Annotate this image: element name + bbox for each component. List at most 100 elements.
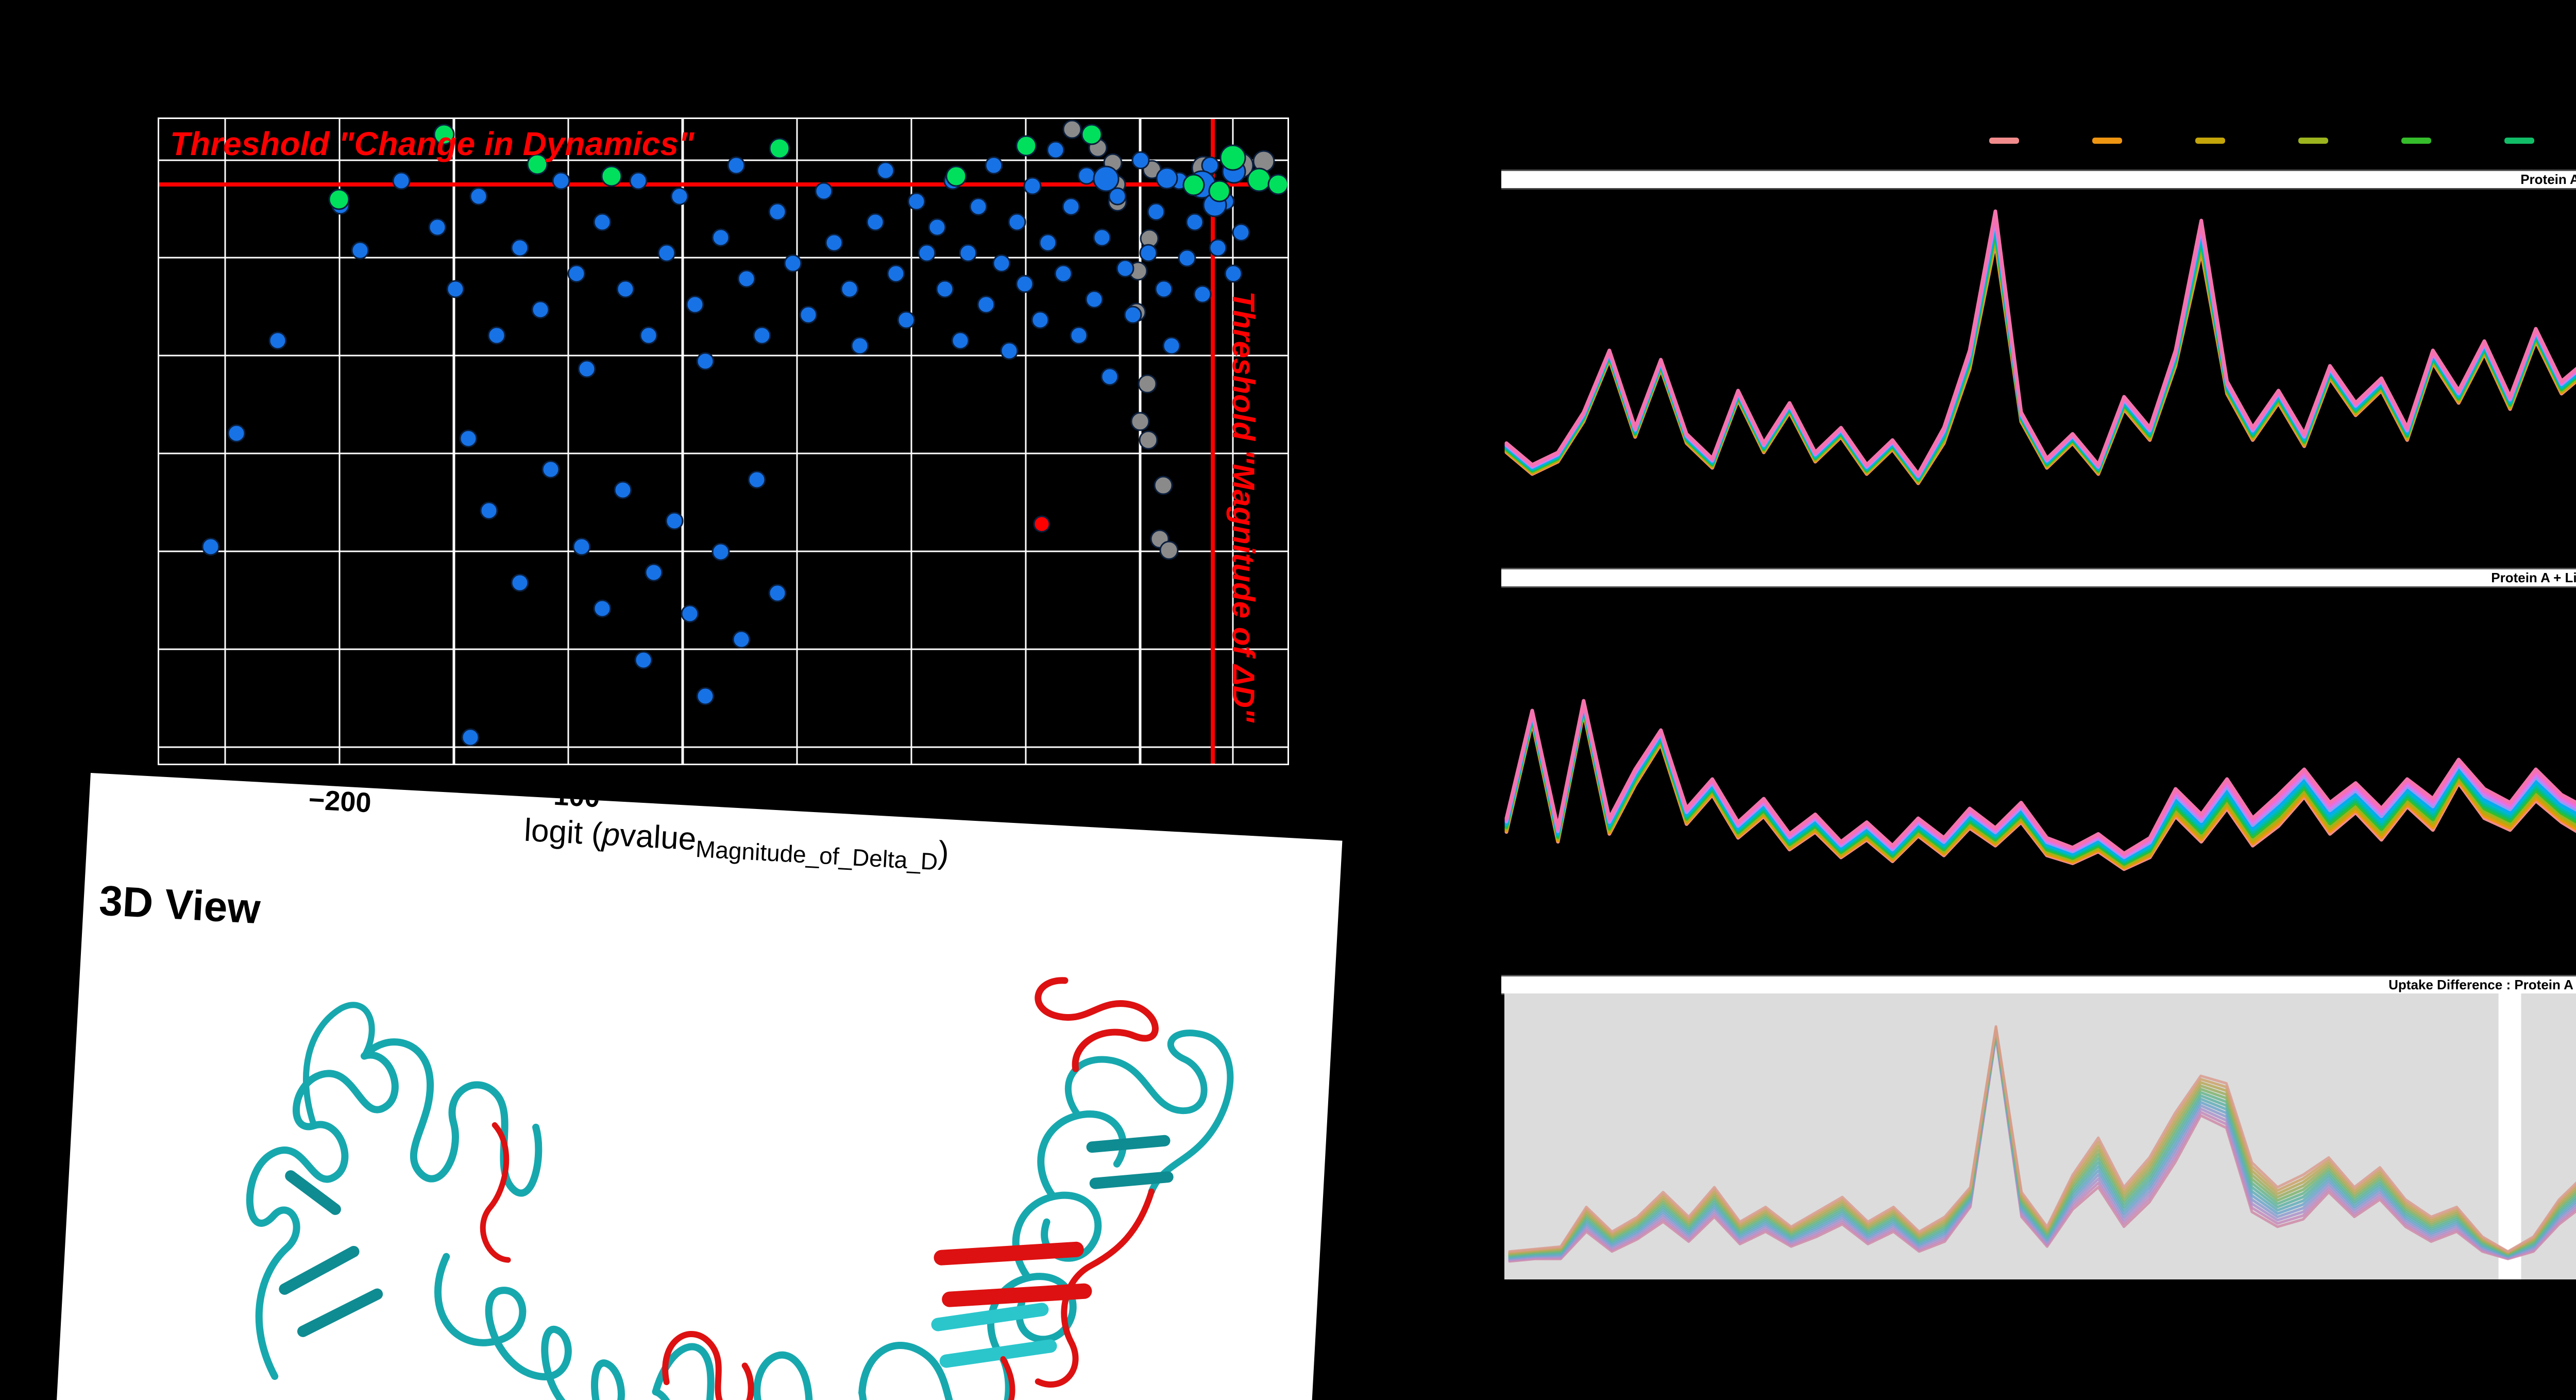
scatter-point-blue[interactable] bbox=[1054, 264, 1073, 283]
scatter-point-blue[interactable] bbox=[936, 280, 954, 298]
scatter-point-gray[interactable] bbox=[1138, 374, 1157, 394]
scatter-point-blue[interactable] bbox=[1093, 228, 1111, 247]
scatter-point-blue[interactable] bbox=[686, 295, 704, 314]
protein-structure-3d[interactable] bbox=[52, 773, 1342, 1400]
scatter-point-blue[interactable] bbox=[616, 280, 635, 298]
scatter-point-blue[interactable] bbox=[446, 280, 465, 298]
scatter-point-green[interactable] bbox=[1247, 167, 1272, 192]
scatter-point-blue[interactable] bbox=[732, 630, 751, 649]
scatter-point-blue[interactable] bbox=[1100, 367, 1119, 386]
scatter-point-blue[interactable] bbox=[1131, 151, 1150, 170]
scatter-point-blue[interactable] bbox=[665, 512, 684, 530]
scatter-point-blue[interactable] bbox=[1185, 213, 1204, 231]
scatter-point-blue[interactable] bbox=[1039, 233, 1057, 252]
scatter-point-blue[interactable] bbox=[753, 326, 771, 345]
scatter-point-blue[interactable] bbox=[1046, 141, 1065, 159]
scatter-point-blue[interactable] bbox=[887, 264, 905, 283]
scatter-point-green[interactable] bbox=[1267, 174, 1287, 195]
scatter-point-blue[interactable] bbox=[696, 687, 715, 705]
scatter-point-green[interactable] bbox=[1182, 174, 1205, 196]
scatter-point-blue[interactable] bbox=[201, 537, 220, 556]
scatter-point-green[interactable] bbox=[1015, 135, 1037, 157]
scatter-point-blue[interactable] bbox=[768, 203, 787, 221]
scatter-point-blue[interactable] bbox=[634, 651, 653, 669]
scatter-point-blue[interactable] bbox=[461, 728, 480, 747]
scatter-point-gray[interactable] bbox=[1159, 541, 1179, 560]
scatter-point-blue[interactable] bbox=[1116, 259, 1134, 278]
scatter-point-blue[interactable] bbox=[711, 543, 730, 561]
scatter-point-blue[interactable] bbox=[593, 213, 612, 231]
scatter-point-blue[interactable] bbox=[351, 241, 369, 260]
scatter-point-blue[interactable] bbox=[1232, 223, 1250, 242]
scatter-point-blue[interactable] bbox=[969, 197, 988, 216]
scatter-point-blue[interactable] bbox=[1155, 280, 1173, 298]
scatter-point-gray[interactable] bbox=[1139, 430, 1158, 450]
scatter-point-blue[interactable] bbox=[876, 161, 895, 180]
scatter-point-red_highlight[interactable] bbox=[1033, 515, 1050, 533]
scatter-point-blue[interactable] bbox=[1224, 264, 1243, 283]
scatter-point-blue[interactable] bbox=[799, 306, 818, 324]
scatter-point-blue[interactable] bbox=[531, 300, 550, 319]
scatter-point-blue[interactable] bbox=[737, 269, 756, 288]
scatter-point-blue[interactable] bbox=[851, 336, 869, 355]
scatter-point-green[interactable] bbox=[527, 154, 548, 175]
scatter-point-blue[interactable] bbox=[748, 470, 766, 489]
scatter-point-blue[interactable] bbox=[657, 244, 676, 262]
scatter-point-blue[interactable] bbox=[866, 213, 885, 231]
scatter-point-blue[interactable] bbox=[541, 460, 560, 479]
scatter-point-gray[interactable] bbox=[1062, 120, 1082, 139]
scatter-point-green[interactable] bbox=[1219, 144, 1246, 171]
scatter-point-blue[interactable] bbox=[1124, 306, 1142, 324]
scatter-point-blue[interactable] bbox=[1156, 167, 1178, 190]
scatter-point-blue[interactable] bbox=[696, 352, 715, 370]
scatter-point-blue[interactable] bbox=[572, 537, 591, 556]
volcano-plot[interactable] bbox=[159, 119, 1287, 764]
scatter-point-green[interactable] bbox=[328, 189, 350, 210]
scatter-point-blue[interactable] bbox=[918, 244, 936, 262]
scatter-point-blue[interactable] bbox=[1023, 177, 1042, 195]
scatter-point-blue[interactable] bbox=[469, 187, 488, 206]
scatter-point-blue[interactable] bbox=[1139, 244, 1158, 262]
scatter-point-green[interactable] bbox=[1208, 180, 1231, 203]
scatter-point-blue[interactable] bbox=[1085, 290, 1104, 309]
scatter-point-blue[interactable] bbox=[511, 574, 529, 592]
scatter-point-blue[interactable] bbox=[711, 228, 730, 247]
scatter-point-blue[interactable] bbox=[815, 182, 833, 200]
scatter-point-blue[interactable] bbox=[727, 156, 745, 175]
scatter-point-blue[interactable] bbox=[1077, 166, 1096, 185]
scatter-point-blue[interactable] bbox=[392, 172, 411, 190]
scatter-point-blue[interactable] bbox=[1031, 311, 1049, 329]
scatter-point-blue[interactable] bbox=[459, 429, 478, 448]
scatter-point-blue[interactable] bbox=[511, 239, 529, 257]
scatter-point-green[interactable] bbox=[601, 165, 622, 187]
scatter-point-blue[interactable] bbox=[1108, 187, 1127, 206]
scatter-point-blue[interactable] bbox=[614, 481, 632, 499]
scatter-point-blue[interactable] bbox=[268, 331, 287, 350]
scatter-point-green[interactable] bbox=[433, 124, 455, 145]
scatter-point-green[interactable] bbox=[769, 138, 790, 159]
scatter-point-blue[interactable] bbox=[681, 604, 699, 623]
scatter-point-blue[interactable] bbox=[1015, 275, 1034, 293]
scatter-point-blue[interactable] bbox=[578, 360, 596, 378]
scatter-point-blue[interactable] bbox=[227, 424, 246, 443]
scatter-point-blue[interactable] bbox=[639, 326, 658, 345]
scatter-point-blue[interactable] bbox=[1147, 203, 1165, 221]
uptake-difference-chart[interactable] bbox=[1504, 993, 2576, 1279]
scatter-point-blue[interactable] bbox=[1209, 239, 1227, 257]
scatter-point-blue[interactable] bbox=[487, 326, 506, 345]
scatter-point-blue[interactable] bbox=[951, 331, 970, 350]
scatter-point-blue[interactable] bbox=[992, 254, 1011, 273]
scatter-point-blue[interactable] bbox=[907, 192, 926, 211]
scatter-point-blue[interactable] bbox=[840, 280, 859, 298]
scatter-point-gray[interactable] bbox=[1130, 412, 1150, 431]
scatter-point-gray[interactable] bbox=[1154, 476, 1173, 495]
scatter-point-blue[interactable] bbox=[1062, 197, 1080, 216]
scatter-point-blue[interactable] bbox=[959, 244, 977, 262]
uptake-difference-panel[interactable] bbox=[1504, 993, 2576, 1279]
scatter-point-blue[interactable] bbox=[552, 172, 570, 190]
scatter-point-blue[interactable] bbox=[1178, 249, 1196, 267]
scatter-point-blue[interactable] bbox=[428, 218, 447, 237]
scatter-point-blue[interactable] bbox=[928, 218, 946, 237]
scatter-point-blue[interactable] bbox=[985, 156, 1003, 175]
scatter-point-blue[interactable] bbox=[977, 295, 995, 314]
